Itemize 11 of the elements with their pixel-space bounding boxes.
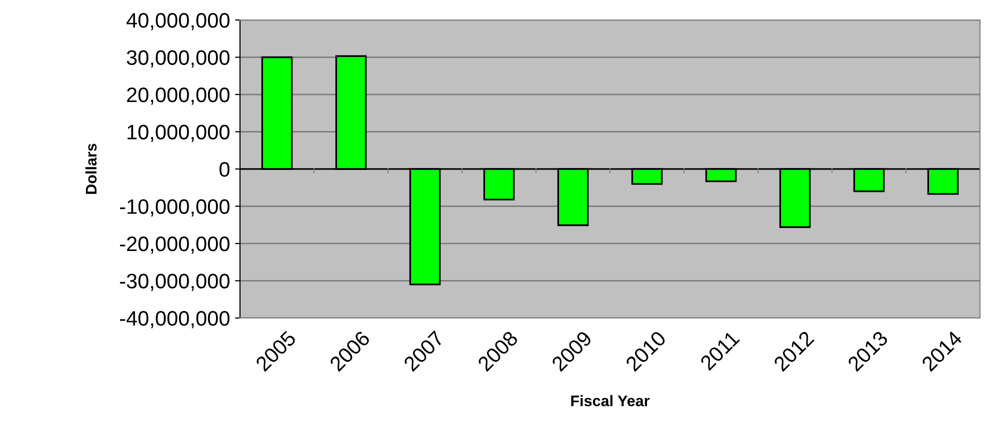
- y-axis-title: Dollars: [85, 144, 97, 194]
- x-axis-title: Fiscal Year: [571, 395, 650, 406]
- y-tick-label: 20,000,000: [127, 88, 230, 105]
- y-tick-label: 10,000,000: [128, 124, 230, 142]
- y-tick-label: -10,000,000: [120, 199, 230, 216]
- y-tick-label: -20,000,000: [120, 236, 230, 254]
- y-tick-label: 0: [220, 162, 230, 177]
- y-tick-label: 40,000,000: [126, 13, 230, 30]
- y-tick-label: -40,000,000: [120, 311, 230, 328]
- y-tick-label: -30,000,000: [120, 274, 230, 291]
- y-tick-label: 30,000,000: [126, 50, 230, 68]
